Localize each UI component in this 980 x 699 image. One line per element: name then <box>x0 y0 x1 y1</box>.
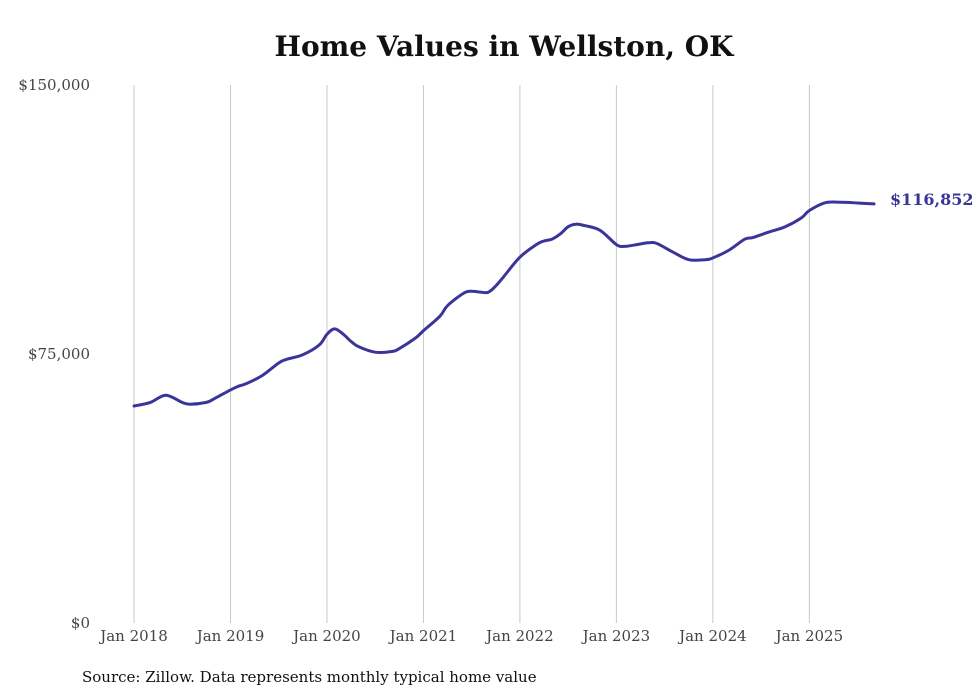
chart-title: Home Values in Wellston, OK <box>274 30 734 63</box>
x-tick-label: Jan 2025 <box>774 627 844 645</box>
y-tick-label: $150,000 <box>18 76 90 94</box>
x-tick-label: Jan 2023 <box>581 627 651 645</box>
series-line-home-value <box>132 200 876 408</box>
x-tick-label: Jan 2020 <box>291 627 361 645</box>
end-value-label: $116,852 <box>890 190 974 209</box>
y-tick-label: $0 <box>71 614 90 632</box>
gridlines <box>133 85 810 623</box>
x-tick-label: Jan 2022 <box>484 627 554 645</box>
x-axis-tick-labels: Jan 2018 Jan 2019 Jan 2020 Jan 2021 Jan 2022… <box>98 627 843 645</box>
x-tick-label: Jan 2018 <box>98 627 168 645</box>
x-tick-label: Jan 2021 <box>388 627 458 645</box>
y-tick-label: $75,000 <box>28 345 90 363</box>
x-tick-label: Jan 2024 <box>677 627 747 645</box>
source-note: Source: Zillow. Data represents monthly … <box>82 668 537 686</box>
y-axis-tick-labels: $0 $75,000 $150,000 <box>18 76 90 632</box>
x-tick-label: Jan 2019 <box>195 627 265 645</box>
